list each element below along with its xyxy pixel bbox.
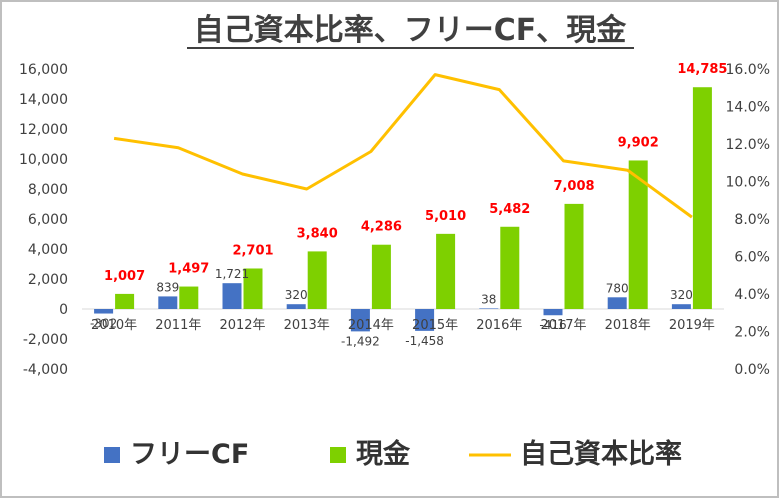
x-tick-label: 2018年 [605, 318, 651, 333]
free-cf-bar [543, 309, 563, 316]
free-cf-bar [479, 308, 499, 309]
y-left-tick-label: 6,000 [28, 212, 68, 228]
y-right-tick-label: 8.0% [734, 212, 770, 228]
y-left-tick-label: 0 [59, 302, 68, 318]
cash-bar [436, 233, 456, 309]
cash-data-label: 9,902 [618, 135, 659, 150]
y-right-tick-label: 14.0% [726, 100, 770, 116]
y-left-tick-label: 16,000 [19, 62, 68, 78]
free-cf-bar [607, 297, 627, 309]
cash-bar [115, 293, 135, 309]
free-cf-data-label: 320 [670, 288, 693, 302]
y-left-tick-label: -2,000 [23, 332, 68, 348]
free-cf-bar [158, 296, 178, 309]
x-tick-label: 2012年 [219, 318, 265, 333]
cash-data-label: 1,497 [168, 262, 209, 277]
legend-swatch-free-cf [104, 447, 120, 463]
equity-ratio-line [113, 73, 693, 219]
free-cf-data-label: -416 [539, 318, 566, 332]
y-left-tick-label: 4,000 [28, 242, 68, 258]
free-cf-data-label: 780 [606, 281, 629, 295]
x-tick-label: 2014年 [348, 318, 394, 333]
cash-data-label: 5,482 [489, 202, 530, 217]
legend-label-cash: 現金 [356, 438, 411, 470]
y-right-tick-label: 10.0% [726, 175, 770, 191]
free-cf-data-label: 38 [481, 292, 496, 306]
cash-data-label: 4,286 [361, 220, 402, 235]
legend: フリーCF 現金 自己資本比率 [104, 438, 682, 470]
free-cf-data-label: 839 [156, 280, 179, 294]
y-left-tick-label: 2,000 [28, 272, 68, 288]
free-cf-bar [222, 283, 242, 309]
y-left-tick-label: 10,000 [19, 152, 68, 168]
y-right-tick-label: 6.0% [734, 250, 770, 266]
y-right-tick-label: 2.0% [734, 325, 770, 341]
y-right-tick-label: 12.0% [726, 137, 770, 153]
free-cf-data-label: 320 [285, 288, 308, 302]
y-right-tick-label: 16.0% [726, 62, 770, 78]
cash-data-label: 5,010 [425, 209, 466, 224]
free-cf-bar [671, 304, 691, 309]
y-right-tick-label: 0.0% [734, 362, 770, 378]
cash-data-label: 1,007 [104, 269, 145, 284]
free-cf-bar [286, 304, 306, 309]
legend-label-free-cf: フリーCF [130, 439, 249, 470]
free-cf-data-label: 1,721 [215, 267, 249, 281]
free-cf-bar [94, 309, 114, 314]
cash-bar [628, 160, 648, 309]
legend-swatch-cash [330, 447, 346, 463]
x-tick-label: 2010年 [91, 318, 137, 333]
cash-bar [179, 286, 199, 309]
cash-bar [564, 203, 584, 309]
cash-data-label: 14,785 [677, 62, 727, 77]
cash-bar [500, 226, 520, 309]
free-cf-bar [415, 309, 435, 331]
cash-data-label: 7,008 [553, 179, 594, 194]
free-cf-data-label: -302 [90, 317, 117, 331]
x-tick-label: 2016年 [476, 318, 522, 333]
plot-area: -4,000 -2,000 0 2,000 4,000 6,000 8,000 10,000 1… [19, 62, 770, 378]
x-tick-label: 2015年 [412, 318, 458, 333]
cash-bar [371, 244, 391, 309]
y-left-tick-label: 12,000 [19, 122, 68, 138]
y-left-tick-label: -4,000 [23, 362, 68, 378]
cash-bar [307, 251, 327, 309]
x-tick-label: 2017年 [540, 318, 586, 333]
cash-bar [692, 87, 712, 309]
x-tick-label: 2013年 [284, 318, 330, 333]
free-cf-data-label: -1,492 [341, 334, 380, 348]
y-left-tick-label: 14,000 [19, 92, 68, 108]
y-right-tick-label: 4.0% [734, 287, 770, 303]
cash-data-label: 2,701 [232, 243, 273, 258]
x-tick-label: 2019年 [669, 318, 715, 333]
y-left-tick-label: 8,000 [28, 182, 68, 198]
free-cf-data-label: -1,458 [405, 334, 444, 348]
x-tick-label: 2011年 [155, 318, 201, 333]
chart-title: 自己資本比率、フリーCF、現金 [194, 13, 628, 48]
cash-bar [243, 268, 263, 309]
cash-data-label: 3,840 [297, 226, 338, 241]
free-cf-bar [350, 309, 370, 332]
legend-label-equity-ratio: 自己資本比率 [520, 438, 682, 470]
